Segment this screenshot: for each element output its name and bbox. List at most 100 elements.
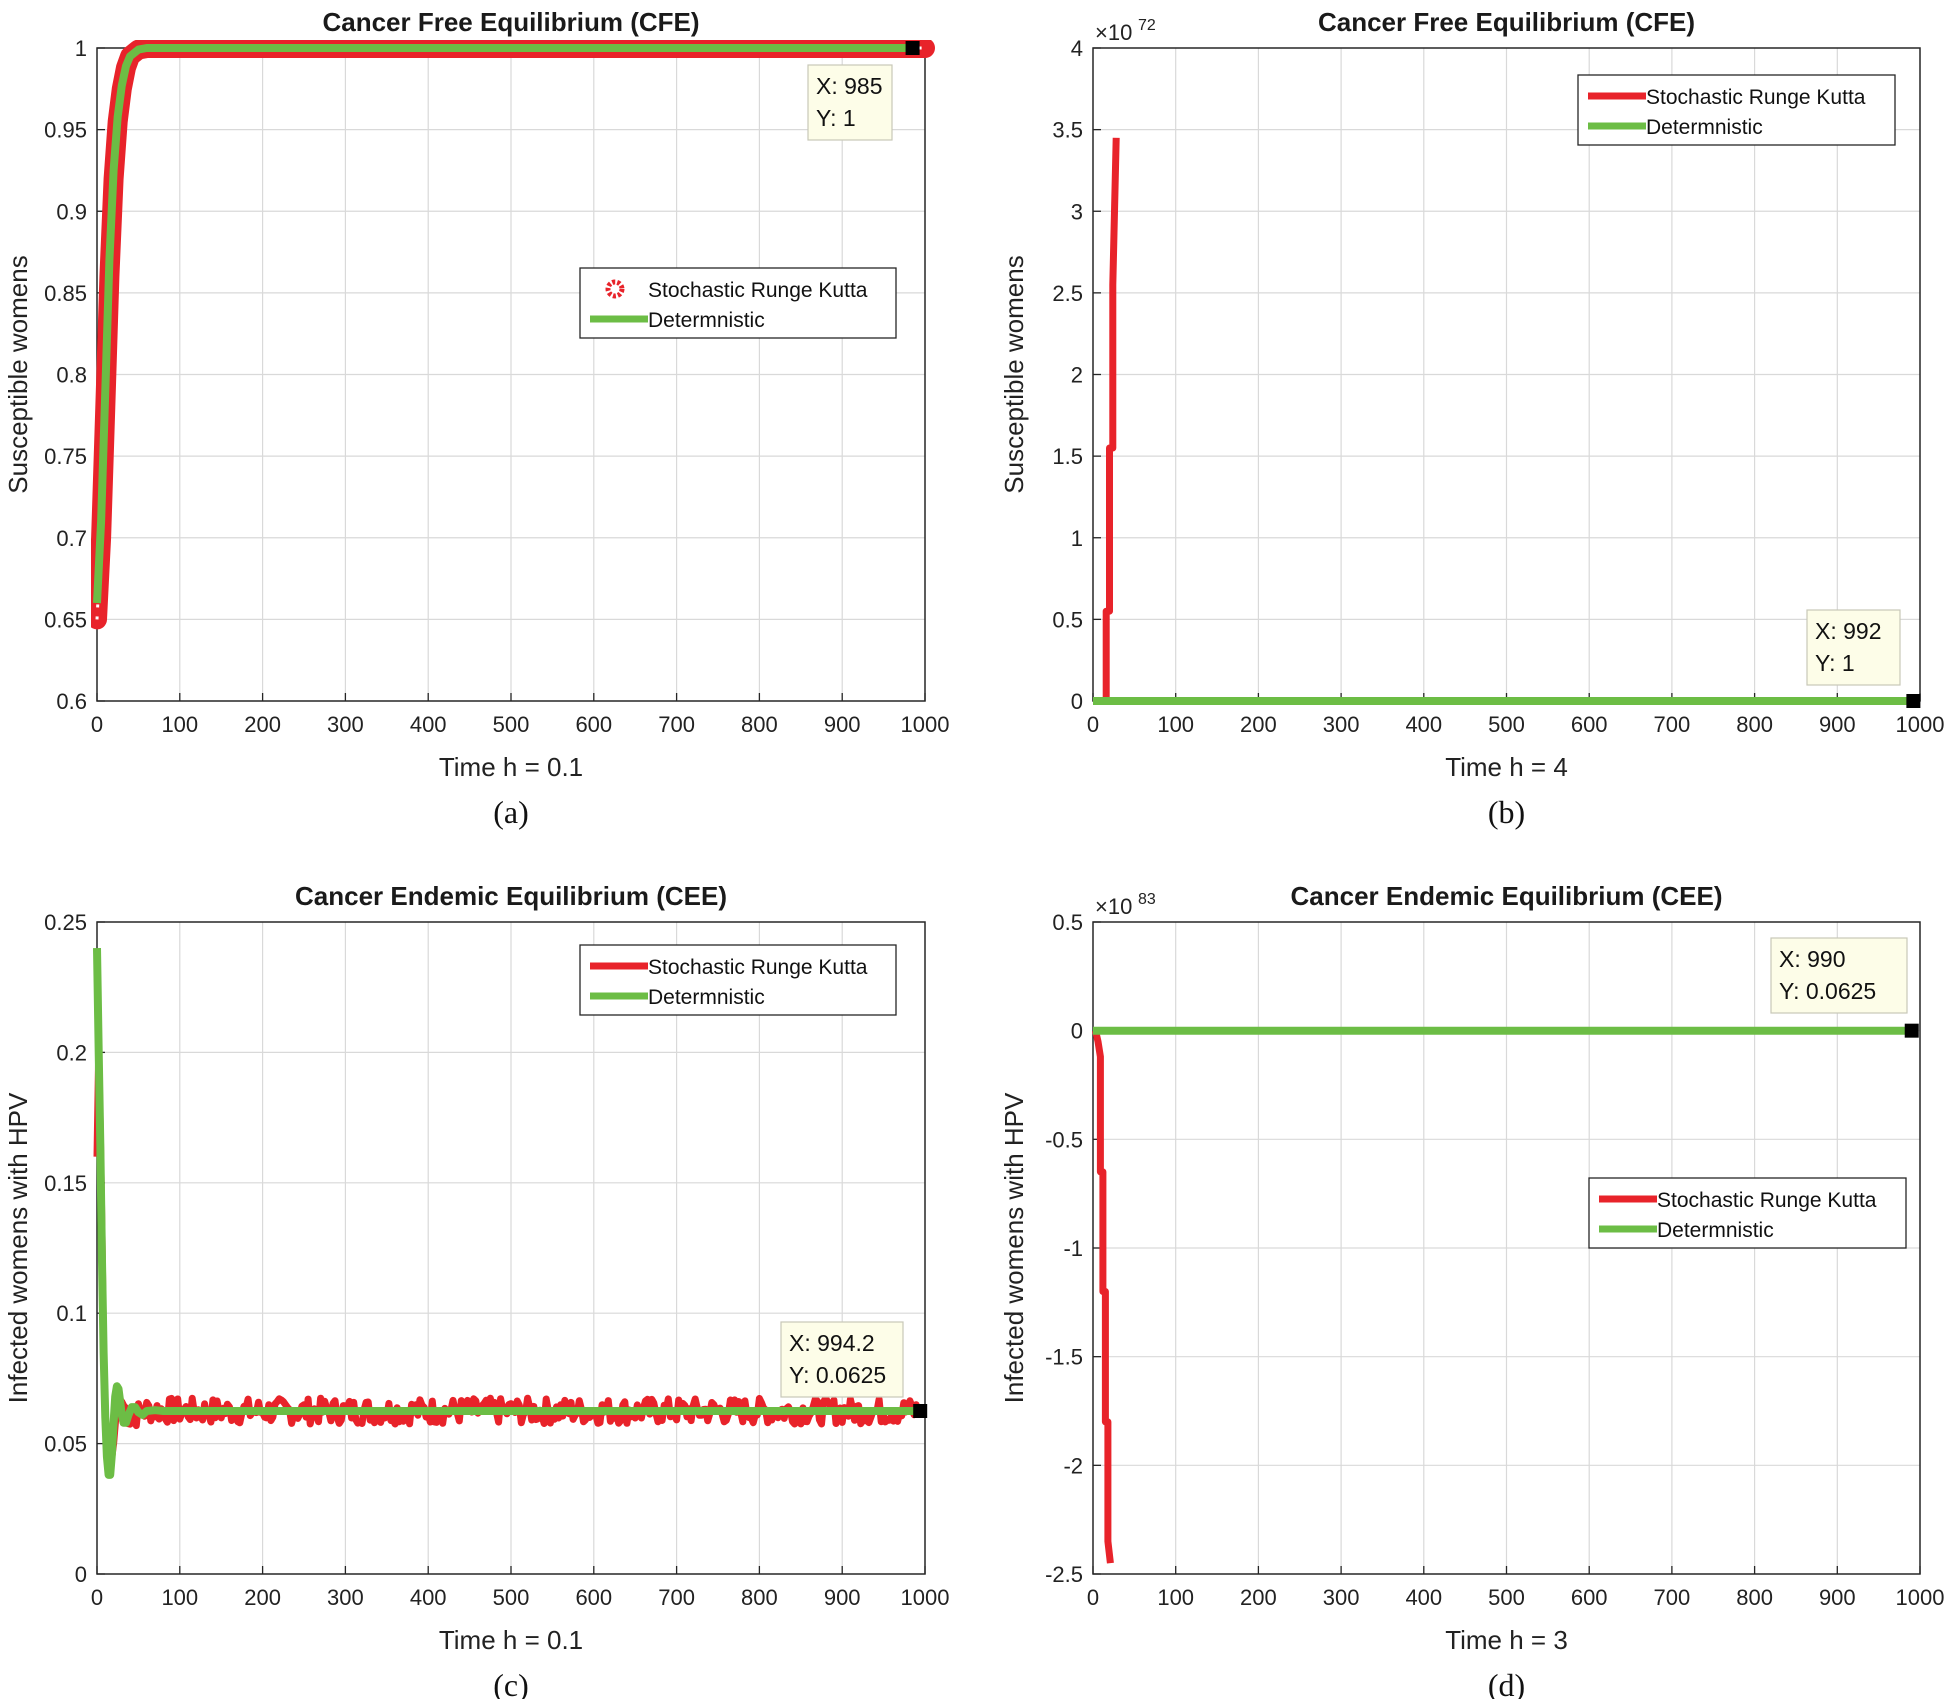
datatip-marker[interactable] <box>1906 694 1921 708</box>
x-tick-label: 1000 <box>1896 712 1945 737</box>
x-tick-label: 200 <box>1240 1585 1277 1610</box>
datatip-marker[interactable] <box>905 41 920 55</box>
y-tick-label: 1 <box>75 36 87 61</box>
panel-caption: (b) <box>1488 794 1525 830</box>
legend: Stochastic Runge Kutta Determnistic <box>579 267 897 339</box>
panel-d: 0 100 200 300 400 500 600 700 800 900 1000 -2.5 -2 -1… <box>999 881 1944 1699</box>
legend: Stochastic Runge Kutta Determnistic <box>1588 1177 1907 1249</box>
y-tick-label: 3 <box>1071 199 1083 224</box>
y-tick-label: 0.75 <box>44 444 87 469</box>
y-tick-label: 1 <box>1071 526 1083 551</box>
x-tick-label: 900 <box>824 712 861 737</box>
y-tick-label: 0.9 <box>56 199 87 224</box>
x-tick-label: 800 <box>1736 1585 1773 1610</box>
y-tick-label: 0.6 <box>56 689 87 714</box>
y-axis-label: Infected womens with HPV <box>3 1092 33 1403</box>
x-tick-label: 800 <box>1736 712 1773 737</box>
axis-exponent-power: 72 <box>1138 17 1156 34</box>
axis-exponent-base: ×10 <box>1095 894 1132 919</box>
x-tick-label: 300 <box>1323 1585 1360 1610</box>
y-tick-label: -1 <box>1063 1236 1083 1261</box>
data-layer <box>1093 137 1914 705</box>
y-tick-label: 0.05 <box>44 1432 87 1457</box>
legend: Stochastic Runge Kutta Determnistic <box>1577 74 1896 146</box>
x-tick-label: 400 <box>1405 712 1442 737</box>
legend-label-deterministic: Determnistic <box>1646 116 1763 139</box>
x-tick-label: 600 <box>575 712 612 737</box>
legend-box <box>1577 74 1896 146</box>
x-tick-label: 700 <box>1654 1585 1691 1610</box>
x-tick-label: 300 <box>327 1585 364 1610</box>
x-tick-label: 400 <box>410 1585 447 1610</box>
x-tick-label: 500 <box>493 1585 530 1610</box>
series-line-deterministic <box>93 44 913 604</box>
y-tick-label: 3.5 <box>1052 118 1083 143</box>
datatip-x: X: 992 <box>1815 618 1882 644</box>
x-tick-label: 300 <box>1323 712 1360 737</box>
y-axis-label: Susceptible womens <box>3 255 33 493</box>
x-tick-label: 100 <box>1157 1585 1194 1610</box>
series-line-stochastic <box>1092 1029 1114 1564</box>
x-tick-label: 500 <box>493 712 530 737</box>
x-tick-label: 1000 <box>1896 1585 1945 1610</box>
x-axis-label: Time h = 0.1 <box>439 752 583 782</box>
data-layer <box>1092 1026 1912 1564</box>
datatip-box <box>1770 937 1908 1014</box>
x-tick-label: 0 <box>1087 1585 1099 1610</box>
x-axis-label: Time h = 0.1 <box>439 1625 583 1655</box>
legend-label-deterministic: Determnistic <box>648 309 765 332</box>
data-layer <box>93 948 922 1479</box>
x-tick-label: 600 <box>575 1585 612 1610</box>
y-axis-label: Susceptible womens <box>999 255 1029 493</box>
x-tick-label: 0 <box>91 1585 103 1610</box>
y-tick-label: 0.5 <box>1052 910 1083 935</box>
x-tick-label: 900 <box>824 1585 861 1610</box>
legend: Stochastic Runge Kutta Determnistic <box>579 944 897 1016</box>
legend-label-stochastic: Stochastic Runge Kutta <box>1646 86 1866 109</box>
x-tick-label: 700 <box>1654 712 1691 737</box>
x-tick-label: 900 <box>1819 1585 1856 1610</box>
y-tick-label: 0 <box>75 1562 87 1587</box>
chart-title: Cancer Endemic Equilibrium (CEE) <box>295 881 727 911</box>
datatip-marker[interactable] <box>1904 1023 1919 1038</box>
datatip-x: X: 985 <box>816 73 883 99</box>
x-tick-label: 900 <box>1819 712 1856 737</box>
legend-box <box>579 944 897 1016</box>
x-tick-label: 200 <box>1240 712 1277 737</box>
panel-c: 0 100 200 300 400 500 600 700 800 900 1000 0 0.05 0.1… <box>3 881 949 1699</box>
x-tick-label: 1000 <box>901 1585 950 1610</box>
legend-box <box>1588 1177 1907 1249</box>
x-tick-label: 800 <box>741 1585 778 1610</box>
datatip-box <box>1806 609 1901 686</box>
datatip-x: X: 990 <box>1779 946 1846 972</box>
datatip-marker[interactable] <box>913 1404 928 1418</box>
datatip-y: Y: 0.0625 <box>789 1362 886 1388</box>
x-tick-label: 600 <box>1571 712 1608 737</box>
axis-exponent-power: 83 <box>1138 891 1156 908</box>
axis-exponent-base: ×10 <box>1095 20 1132 45</box>
legend-label-deterministic: Determnistic <box>648 986 765 1009</box>
x-tick-label: 500 <box>1488 712 1525 737</box>
y-tick-label: 1.5 <box>1052 444 1083 469</box>
y-tick-label: 4 <box>1071 36 1083 61</box>
y-tick-label: 0.5 <box>1052 607 1083 632</box>
datatip-box <box>807 64 893 141</box>
datatip-x: X: 994.2 <box>789 1330 875 1356</box>
legend-label-stochastic: Stochastic Runge Kutta <box>648 279 868 302</box>
series-line-deterministic <box>93 948 921 1479</box>
x-tick-label: 200 <box>244 712 281 737</box>
x-tick-label: 400 <box>1405 1585 1442 1610</box>
y-tick-label: 0.95 <box>44 118 87 143</box>
y-tick-label: 0.85 <box>44 281 87 306</box>
y-tick-label: -2.5 <box>1045 1562 1083 1587</box>
y-tick-label: 0.65 <box>44 607 87 632</box>
chart-title: Cancer Free Equilibrium (CFE) <box>322 7 699 37</box>
y-tick-label: 0.8 <box>56 363 87 388</box>
x-tick-label: 100 <box>1157 712 1194 737</box>
x-tick-label: 300 <box>327 712 364 737</box>
y-tick-label: -1.5 <box>1045 1345 1083 1370</box>
legend-label-stochastic: Stochastic Runge Kutta <box>648 956 868 979</box>
legend-box <box>579 267 897 339</box>
x-tick-label: 0 <box>91 712 103 737</box>
